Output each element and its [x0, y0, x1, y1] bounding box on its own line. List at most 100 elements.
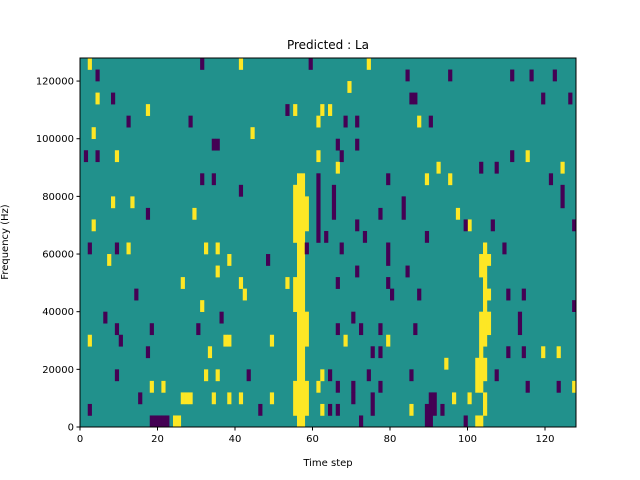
heatmap-cell-low: [506, 288, 511, 301]
heatmap-cell-low: [521, 346, 526, 359]
heatmap-cell-low: [378, 323, 383, 336]
heatmap-cell-high: [467, 219, 472, 232]
heatmap-cell-high: [107, 254, 112, 266]
heatmap-cell-high: [227, 334, 232, 347]
heatmap-cell-high: [475, 369, 480, 393]
heatmap-cell-low: [401, 196, 406, 220]
heatmap-cell-low: [355, 265, 360, 278]
heatmap-cell-high: [409, 403, 414, 416]
heatmap-cell-high: [475, 357, 480, 370]
heatmap-cell-high: [223, 334, 228, 347]
heatmap-cell-low: [479, 161, 484, 174]
heatmap-cell-low: [525, 380, 530, 393]
x-tick-label: 40: [229, 434, 242, 445]
heatmap-cell-low: [118, 334, 123, 347]
heatmap-cell-high: [436, 161, 441, 174]
heatmap-cell-high: [475, 415, 480, 428]
heatmap-cell-high: [215, 369, 220, 382]
heatmap-cell-low: [285, 104, 290, 116]
heatmap-cell-low: [494, 161, 499, 174]
heatmap-cell-high: [467, 392, 472, 405]
heatmap-cell-low: [200, 58, 205, 70]
heatmap-cell-high: [343, 334, 348, 347]
x-axis-label: Time step: [302, 458, 352, 469]
heatmap-cell-low: [556, 380, 561, 393]
heatmap-cell-low: [355, 219, 360, 232]
heatmap-cell-high: [417, 115, 422, 128]
heatmap-cell-low: [145, 346, 151, 359]
heatmap-cell-high: [297, 173, 302, 428]
heatmap-cell-high: [479, 254, 484, 278]
x-tick-label: 80: [384, 434, 397, 445]
heatmap-cell-low: [355, 138, 360, 151]
heatmap-cell-high: [192, 207, 197, 220]
y-axis-label: Frequency (Hz): [0, 204, 11, 280]
heatmap-cell-high: [204, 369, 209, 382]
heatmap-cell-high: [204, 242, 209, 255]
heatmap-cell-high: [335, 161, 340, 174]
heatmap-cell-high: [238, 277, 244, 289]
heatmap-cell-high: [316, 115, 321, 128]
heatmap-cell-high: [479, 357, 484, 393]
heatmap-cell-high: [316, 380, 321, 393]
heatmap-cell-low: [366, 369, 371, 382]
heatmap-cell-high: [285, 277, 290, 289]
heatmap-cell-low: [335, 380, 340, 393]
heatmap-cell-high: [250, 127, 255, 140]
x-tick-label: 100: [458, 434, 477, 445]
heatmap-cell-high: [180, 277, 185, 289]
heatmap-cell-high: [126, 242, 131, 255]
heatmap-cell-low: [506, 346, 511, 359]
heatmap-cell-low: [200, 173, 205, 186]
heatmap-cell-low: [266, 254, 271, 266]
heatmap-cell-high: [304, 380, 309, 416]
heatmap-cell-high: [173, 415, 178, 428]
heatmap-cell-high: [424, 173, 430, 186]
heatmap-cell-low: [308, 58, 313, 70]
heatmap-cell-high: [149, 380, 154, 393]
heatmap-cell-high: [366, 58, 371, 70]
heatmap-cell-low: [463, 415, 468, 428]
y-tick-label: 20000: [42, 365, 74, 376]
x-axis: 0 20 40 60 80 100 120: [77, 427, 555, 445]
heatmap-cell-low: [165, 415, 170, 428]
heatmap-cell-low: [440, 403, 445, 416]
heatmap-cell-low: [494, 369, 499, 382]
heatmap-cells: [80, 58, 577, 428]
plot-frame: [79, 57, 577, 428]
x-tick-label: 20: [151, 434, 164, 445]
heatmap-cell-low: [572, 219, 577, 232]
heatmap-cell-high: [483, 403, 488, 416]
heatmap-cell-low: [529, 69, 534, 82]
heatmap-cell-low: [548, 173, 554, 186]
heatmap-cell-low: [521, 288, 526, 301]
heatmap-cell-high: [207, 346, 213, 359]
heatmap-cell-high: [483, 277, 488, 312]
heatmap-cell-low: [351, 380, 356, 393]
heatmap-cell-low: [238, 184, 244, 197]
heatmap-cell-low: [552, 69, 557, 82]
y-tick-label: 120000: [36, 77, 74, 88]
heatmap-cell-low: [386, 277, 391, 289]
heatmap-cell-low: [157, 415, 162, 428]
heatmap-cell-high: [479, 415, 484, 428]
heatmap-cell-high: [479, 311, 484, 359]
heatmap-cell-high: [111, 196, 116, 209]
heatmap-cell-high: [91, 219, 96, 232]
heatmap-cell-low: [211, 173, 216, 186]
heatmap-cell-high: [200, 300, 205, 312]
heatmap-cell-high: [444, 357, 449, 370]
heatmap-cell-low: [219, 311, 224, 324]
heatmap-cell-low: [324, 230, 329, 243]
heatmap-cell-low: [572, 300, 577, 312]
heatmap-cell-low: [134, 288, 139, 301]
heatmap-cell-low: [258, 403, 263, 416]
heatmap-cell-low: [390, 288, 395, 301]
heatmap-cell-low: [510, 69, 515, 82]
heatmap-cell-low: [351, 392, 356, 405]
heatmap-cell-low: [355, 115, 360, 128]
heatmap-cell-low: [196, 323, 201, 336]
heatmap-cell-low: [339, 242, 344, 255]
heatmap-cell-low: [405, 69, 410, 82]
